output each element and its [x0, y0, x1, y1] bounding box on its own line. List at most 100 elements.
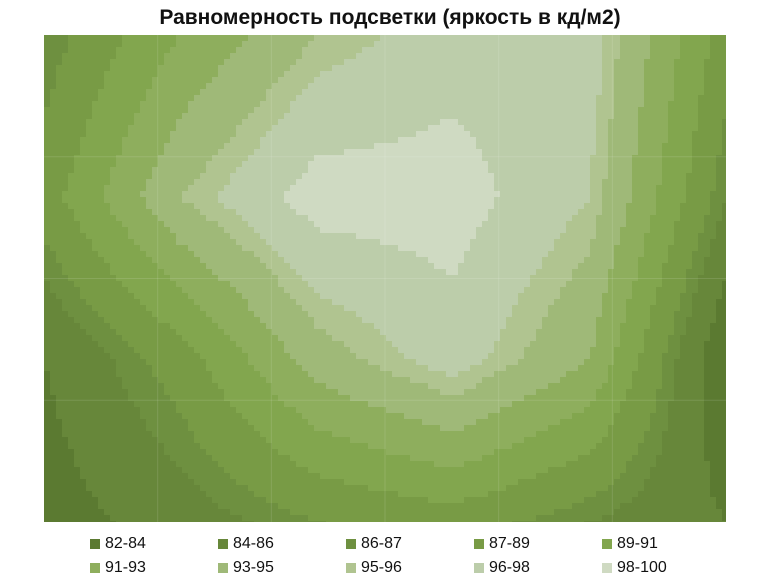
contour-cell — [380, 143, 387, 150]
contour-cell — [548, 185, 555, 192]
contour-cell — [416, 47, 423, 54]
contour-cell — [518, 53, 525, 60]
contour-cell — [722, 185, 726, 192]
contour-cell — [272, 35, 279, 42]
contour-cell — [470, 119, 477, 126]
contour-cell — [68, 35, 75, 42]
contour-cell — [326, 149, 333, 156]
contour-cell — [410, 227, 417, 234]
contour-cell — [248, 131, 255, 138]
contour-cell — [284, 125, 291, 132]
contour-cell — [392, 257, 399, 264]
contour-cell — [146, 47, 153, 54]
contour-cell — [692, 101, 699, 108]
contour-cell — [374, 215, 381, 222]
contour-cell — [362, 155, 369, 162]
contour-cell — [476, 155, 483, 162]
contour-cell — [146, 269, 153, 276]
contour-cell — [290, 185, 297, 192]
contour-cell — [86, 191, 93, 198]
contour-cell — [590, 35, 597, 42]
contour-cell — [152, 197, 159, 204]
contour-cell — [230, 233, 237, 240]
contour-cell — [68, 263, 75, 270]
contour-cell — [590, 71, 597, 78]
contour-cell — [218, 155, 225, 162]
contour-cell — [314, 47, 321, 54]
contour-cell — [44, 143, 51, 150]
contour-cell — [692, 149, 699, 156]
contour-cell — [644, 197, 651, 204]
contour-cell — [404, 185, 411, 192]
contour-cell — [362, 77, 369, 84]
contour-cell — [104, 179, 111, 186]
contour-cell — [392, 59, 399, 66]
contour-cell — [410, 221, 417, 228]
contour-cell — [668, 179, 675, 186]
contour-cell — [128, 275, 135, 282]
contour-cell — [416, 107, 423, 114]
contour-cell — [206, 95, 213, 102]
contour-cell — [326, 77, 333, 84]
contour-cell — [416, 263, 423, 270]
contour-cell — [404, 143, 411, 150]
contour-cell — [680, 221, 687, 228]
contour-cell — [674, 263, 681, 270]
contour-cell — [566, 65, 573, 72]
contour-cell — [470, 89, 477, 96]
contour-cell — [686, 35, 693, 42]
contour-cell — [560, 77, 567, 84]
contour-cell — [266, 47, 273, 54]
contour-cell — [398, 257, 405, 264]
contour-cell — [230, 155, 237, 162]
contour-cell — [578, 131, 585, 138]
contour-cell — [692, 89, 699, 96]
contour-cell — [98, 293, 105, 300]
contour-cell — [722, 203, 726, 210]
contour-cell — [374, 101, 381, 108]
contour-cell — [188, 293, 195, 300]
contour-cell — [362, 41, 369, 48]
contour-cell — [380, 293, 387, 300]
contour-cell — [704, 281, 711, 288]
contour-cell — [86, 185, 93, 192]
contour-cell — [158, 83, 165, 90]
contour-cell — [218, 131, 225, 138]
contour-cell — [500, 53, 507, 60]
contour-cell — [656, 263, 663, 270]
contour-cell — [230, 275, 237, 282]
contour-cell — [440, 161, 447, 168]
contour-cell — [62, 245, 69, 252]
contour-cell — [308, 281, 315, 288]
contour-cell — [596, 239, 603, 246]
contour-cell — [266, 41, 273, 48]
contour-cell — [674, 161, 681, 168]
contour-cell — [182, 215, 189, 222]
contour-cell — [644, 203, 651, 210]
contour-cell — [80, 167, 87, 174]
contour-cell — [548, 95, 555, 102]
contour-cell — [140, 239, 147, 246]
contour-cell — [656, 257, 663, 264]
contour-cell — [68, 179, 75, 186]
contour-cell — [368, 287, 375, 294]
contour-cell — [44, 251, 51, 258]
contour-cell — [368, 167, 375, 174]
contour-cell — [446, 107, 453, 114]
contour-cell — [494, 125, 501, 132]
contour-cell — [302, 125, 309, 132]
contour-cell — [512, 251, 519, 258]
contour-cell — [638, 239, 645, 246]
contour-cell — [632, 263, 639, 270]
contour-cell — [182, 221, 189, 228]
contour-cell — [260, 161, 267, 168]
contour-cell — [428, 215, 435, 222]
contour-cell — [134, 281, 141, 288]
contour-cell — [704, 221, 711, 228]
contour-cell — [302, 59, 309, 66]
contour-cell — [374, 125, 381, 132]
contour-cell — [386, 155, 393, 162]
contour-cell — [116, 143, 123, 150]
contour-cell — [158, 281, 165, 288]
contour-cell — [158, 287, 165, 294]
